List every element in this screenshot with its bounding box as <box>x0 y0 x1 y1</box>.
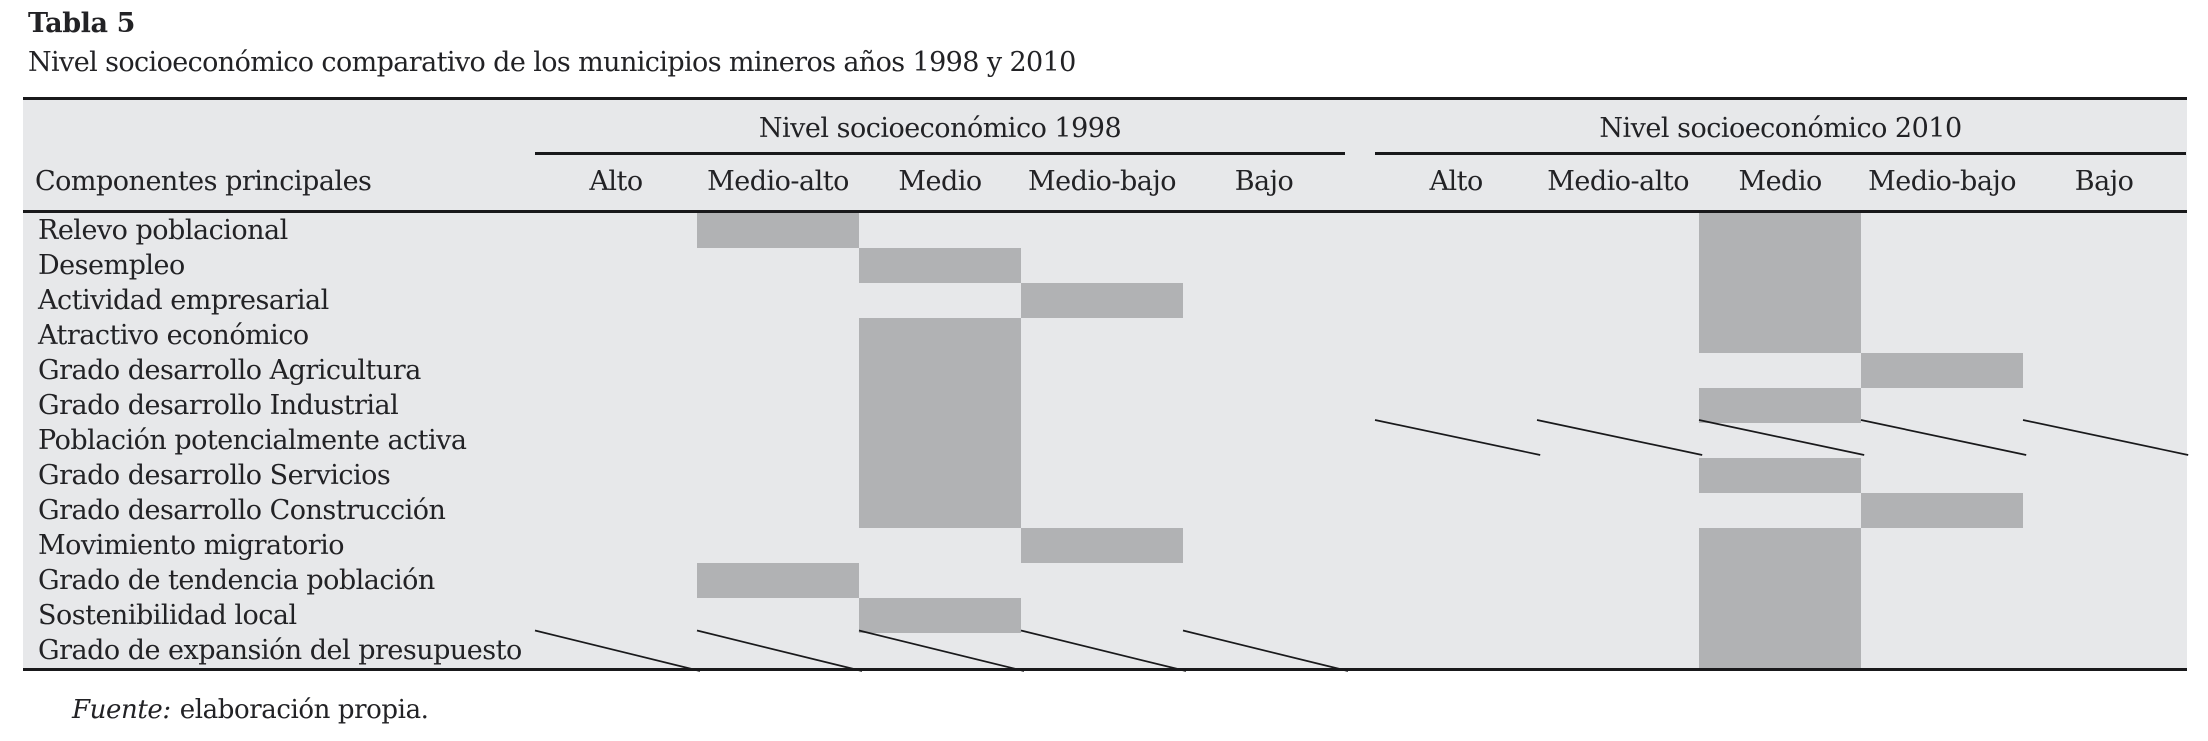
row-label: Grado desarrollo Construcción <box>38 495 446 526</box>
row-label: Grado desarrollo Servicios <box>38 460 391 491</box>
level-cell-2010-medio <box>1699 247 1862 284</box>
row-label: Población potencialmente activa <box>38 425 467 456</box>
column-header-alto: Alto <box>589 166 643 197</box>
column-header-medio-bajo: Medio-bajo <box>1028 166 1176 197</box>
table-number: Tabla 5 <box>28 8 136 39</box>
column-header-medio-alto: Medio-alto <box>707 166 849 197</box>
row-label: Atractivo económico <box>38 320 309 351</box>
table-bottom-rule <box>23 668 2187 671</box>
column-header-alto: Alto <box>1429 166 1483 197</box>
group-header-2010: Nivel socioeconómico 2010 <box>1599 113 1962 144</box>
level-cell-2010-medio <box>1699 457 1862 494</box>
row-label: Grado de tendencia población <box>38 565 435 596</box>
table-caption: Nivel socioeconómico comparativo de los … <box>28 47 1076 78</box>
level-cell-2010-medio <box>1699 387 1862 424</box>
source-label: Fuente: <box>72 695 171 725</box>
row-label: Desempleo <box>38 250 185 281</box>
level-cell-2010-medio <box>1699 212 1862 249</box>
row-label: Sostenibilidad local <box>38 600 297 631</box>
column-header-medio: Medio <box>1738 166 1822 197</box>
level-cell-1998-medio-bajo <box>1021 527 1183 564</box>
level-cell-1998-medio-bajo <box>1021 282 1183 319</box>
column-header-bajo: Bajo <box>1234 166 1294 197</box>
level-cell-2010-medio <box>1699 597 1862 634</box>
level-cell-2010-medio-bajo <box>1861 492 2024 529</box>
level-cell-2010-medio <box>1699 282 1862 319</box>
level-cell-2010-medio <box>1699 527 1862 564</box>
row-label: Grado desarrollo Agricultura <box>38 355 421 386</box>
level-cell-1998-medio <box>859 457 1021 494</box>
level-cell-1998-medio <box>859 597 1021 634</box>
source-text: elaboración propia. <box>179 695 429 725</box>
level-cell-2010-medio <box>1699 562 1862 599</box>
level-cell-1998-medio <box>859 247 1021 284</box>
column-header-medio: Medio <box>898 166 982 197</box>
components-column-header: Componentes principales <box>35 166 372 197</box>
column-header-medio-alto: Medio-alto <box>1547 166 1689 197</box>
source-note: Fuente: elaboración propia. <box>72 695 429 725</box>
table-top-rule <box>23 97 2187 100</box>
level-cell-2010-medio <box>1699 632 1862 669</box>
group-underline-2010 <box>1375 152 2186 155</box>
column-header-bajo: Bajo <box>2074 166 2134 197</box>
level-cell-2010-medio-bajo <box>1861 352 2024 389</box>
group-underline-1998 <box>535 152 1345 155</box>
row-label: Actividad empresarial <box>38 285 329 316</box>
level-cell-1998-medio-alto <box>697 212 859 249</box>
level-cell-2010-medio <box>1699 317 1862 354</box>
column-header-medio-bajo: Medio-bajo <box>1868 166 2017 197</box>
level-cell-1998-medio <box>859 422 1021 459</box>
level-cell-1998-medio <box>859 352 1021 389</box>
header-bottom-rule <box>23 210 2187 213</box>
level-cell-1998-medio <box>859 387 1021 424</box>
row-label: Grado de expansión del presupuesto <box>38 635 522 666</box>
row-label: Grado desarrollo Industrial <box>38 390 399 421</box>
level-cell-1998-medio <box>859 492 1021 529</box>
row-label: Relevo poblacional <box>38 215 288 246</box>
level-cell-1998-medio <box>859 317 1021 354</box>
group-header-1998: Nivel socioeconómico 1998 <box>758 113 1122 144</box>
row-label: Movimiento migratorio <box>38 530 345 561</box>
level-cell-1998-medio-alto <box>697 562 859 599</box>
